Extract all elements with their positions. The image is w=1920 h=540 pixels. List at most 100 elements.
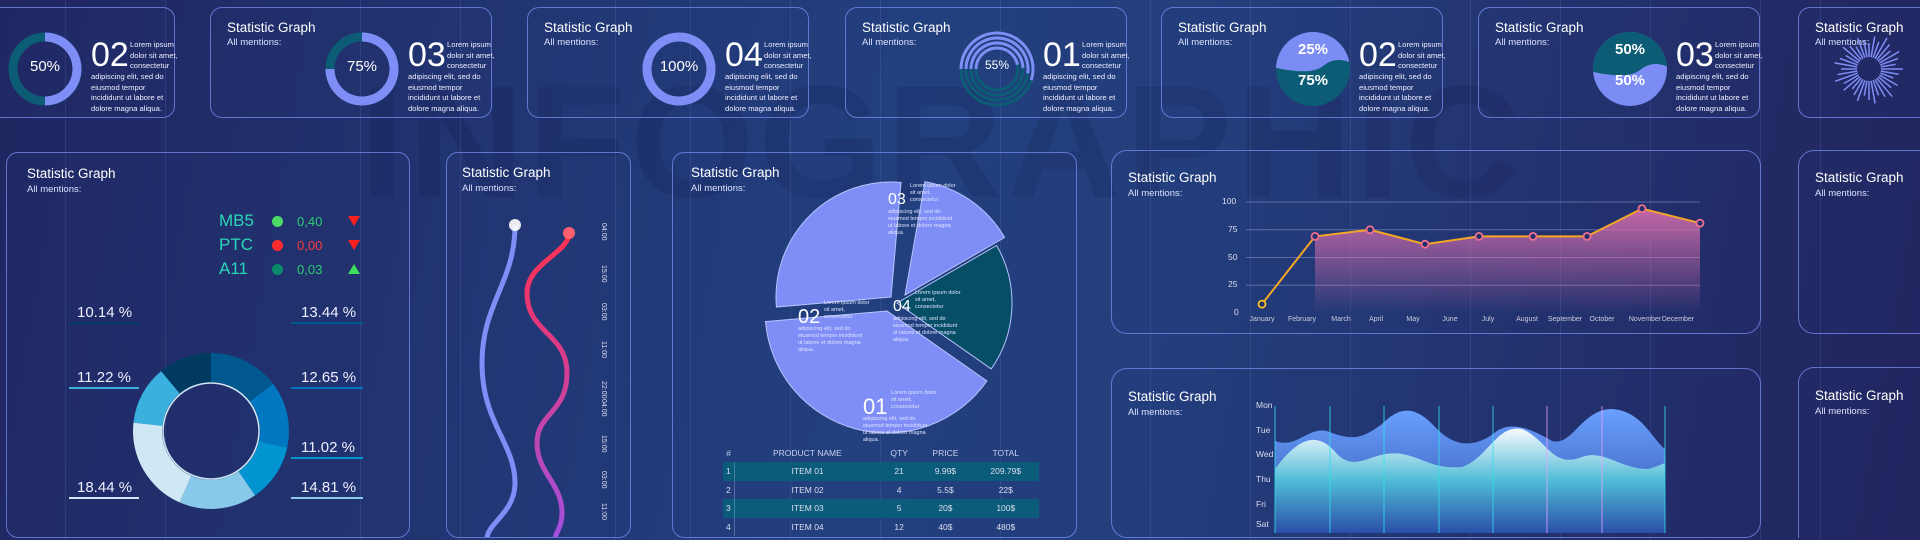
pie-chart — [764, 181, 1013, 434]
stat-card-7: Statistic Graph All mentions: — [1798, 7, 1920, 118]
donut-label: 14.81 % — [301, 479, 357, 496]
ticker-dot — [272, 240, 283, 251]
gauge-ring — [8, 32, 82, 106]
burst-ray — [1863, 40, 1868, 58]
item-number: 02 — [1359, 36, 1397, 74]
column-header: TOTAL — [992, 447, 1020, 458]
time-tick-label: 11:00 — [600, 503, 607, 520]
donut-inner-ring — [162, 382, 260, 480]
grid-line — [65, 0, 66, 540]
pie-card: Statistic Graph All mentions: 01 Lorem ip… — [672, 152, 1077, 538]
x-tick-label: July — [1481, 316, 1495, 323]
column-header: # — [726, 447, 731, 458]
pie-slice-number: 01 — [863, 394, 888, 419]
side-card-top: Statistic Graph All mentions: — [1798, 150, 1920, 334]
ticker-name: A11 — [219, 259, 248, 278]
data-point — [1528, 232, 1538, 241]
table-row[interactable]: 2 ITEM 02 4 5.5$ 22$ — [723, 480, 1039, 499]
item-text: adipiscing elit, sed do eiusmod tempor i… — [1043, 72, 1116, 113]
table-cell: ITEM 02 — [791, 484, 824, 495]
data-point — [1695, 218, 1705, 228]
pie-slice-number: 02 — [798, 306, 821, 328]
data-point — [1310, 232, 1320, 241]
x-tick-label: November — [1628, 316, 1662, 323]
burst-ray — [1877, 50, 1891, 62]
gauge-split — [1593, 32, 1667, 106]
card-title: Statistic Graph — [1128, 170, 1217, 185]
grid-line — [615, 0, 616, 540]
burst-ray — [1879, 74, 1898, 87]
y-tick-label: 50 — [1228, 251, 1238, 262]
table-cell: 4 — [723, 517, 735, 536]
x-tick-label: March — [1331, 316, 1351, 323]
table-cell: 100$ — [973, 499, 1039, 518]
side-card-bottom: Statistic Graph All mentions: — [1798, 367, 1920, 538]
donut-slice — [179, 471, 256, 509]
burst-ray — [1870, 36, 1876, 58]
table-cell: 480$ — [996, 521, 1016, 532]
donut-label: 12.65 % — [301, 369, 357, 386]
burst-ray — [1872, 41, 1880, 58]
burst-ray — [1872, 80, 1880, 96]
x-tick-label: June — [1442, 316, 1458, 323]
x-tick-label: April — [1368, 316, 1384, 323]
y-tick-label: 75 — [1228, 223, 1238, 234]
y-tick-label: 100 — [1222, 196, 1237, 206]
burst-ray — [1874, 37, 1888, 59]
item-number: 02 — [91, 36, 129, 74]
card-subtitle: All mentions: — [27, 184, 82, 195]
card-subtitle: All mentions: — [1128, 188, 1183, 199]
time-tick-label: 04:00 — [600, 223, 607, 241]
stat-card-2: Statistic Graph All mentions: 75% 03 Lorem i… — [210, 7, 495, 118]
time-tick-label: 04:00 — [600, 399, 607, 417]
burst-ray — [1853, 79, 1864, 96]
donut-label: 11.22 % — [77, 369, 131, 386]
time-tick-label: 03:00 — [600, 303, 607, 321]
burst-ray — [1876, 44, 1891, 61]
donut-slice — [238, 441, 288, 496]
trend-down-icon — [348, 216, 360, 226]
burst-ray — [1839, 57, 1858, 66]
data-point — [1474, 232, 1484, 241]
item-number: 01 — [1043, 36, 1081, 74]
gauge-fill — [45, 32, 82, 106]
item-number: 04 — [725, 36, 763, 74]
card-title: Statistic Graph — [1815, 20, 1904, 35]
item-text: adipiscing elit, sed do eiusmod tempor i… — [1359, 72, 1432, 113]
product-table: # PRODUCT NAME QTY PRICE TOTAL 1 ITEM 01 21 9.99… — [723, 443, 1039, 536]
donut-card: Statistic Graph All mentions: MB5 0,40 PTC… — [6, 152, 410, 538]
gauge-split — [1276, 32, 1350, 106]
table-cell: 5 — [880, 499, 918, 518]
burst-ray — [1879, 50, 1900, 64]
table-row[interactable]: 3 ITEM 03 5 20$ 100$ — [723, 499, 1039, 518]
table-cell: 5.5$ — [937, 484, 954, 495]
card-title: Statistic Graph — [227, 20, 316, 35]
table-row[interactable]: 4 ITEM 04 12 40$ 480$ — [723, 517, 1039, 536]
card-subtitle: All mentions: — [1495, 37, 1550, 48]
item-text: adipiscing elit, sed do eiusmod tempor i… — [91, 72, 164, 113]
card-title: Statistic Graph — [1495, 20, 1584, 35]
table-cell: 9.99$ — [917, 462, 974, 481]
pie-slice-text: Lorem ipsum dolor sit amet, consectetur — [910, 183, 956, 203]
burst-ray — [1877, 76, 1892, 89]
burst-ray — [1880, 70, 1899, 75]
card-subtitle: All mentions: — [691, 183, 746, 194]
card-subtitle: All mentions: — [1178, 37, 1233, 48]
x-tick-label: December — [1661, 316, 1695, 323]
card-subtitle: All mentions: — [544, 37, 599, 48]
gauge-bottom-label: 50% — [1614, 72, 1646, 89]
stat-card-3: Statistic Graph All mentions: 100% 04 Lorem … — [527, 7, 812, 118]
time-tick-label: 11:00 — [600, 341, 607, 358]
burst-ray — [1870, 80, 1876, 104]
y-tick-label: 0 — [1234, 307, 1239, 317]
pie-slice-text: adipiscing elit, sed do eiusmod tempor i… — [893, 316, 958, 343]
table-row[interactable]: 1 ITEM 01 21 9.99$ 209.79$ — [723, 462, 1039, 481]
burst-ray — [1849, 45, 1862, 61]
donut-slice — [133, 371, 180, 426]
burst-ray — [1855, 46, 1864, 59]
donut-slice — [161, 353, 211, 394]
y-day-label: Mon — [1256, 400, 1273, 410]
item-text: adipiscing elit, sed do eiusmod tempor i… — [1676, 72, 1749, 113]
ticker-name: MB5 — [219, 211, 254, 230]
gauge-label: 100% — [659, 58, 699, 75]
